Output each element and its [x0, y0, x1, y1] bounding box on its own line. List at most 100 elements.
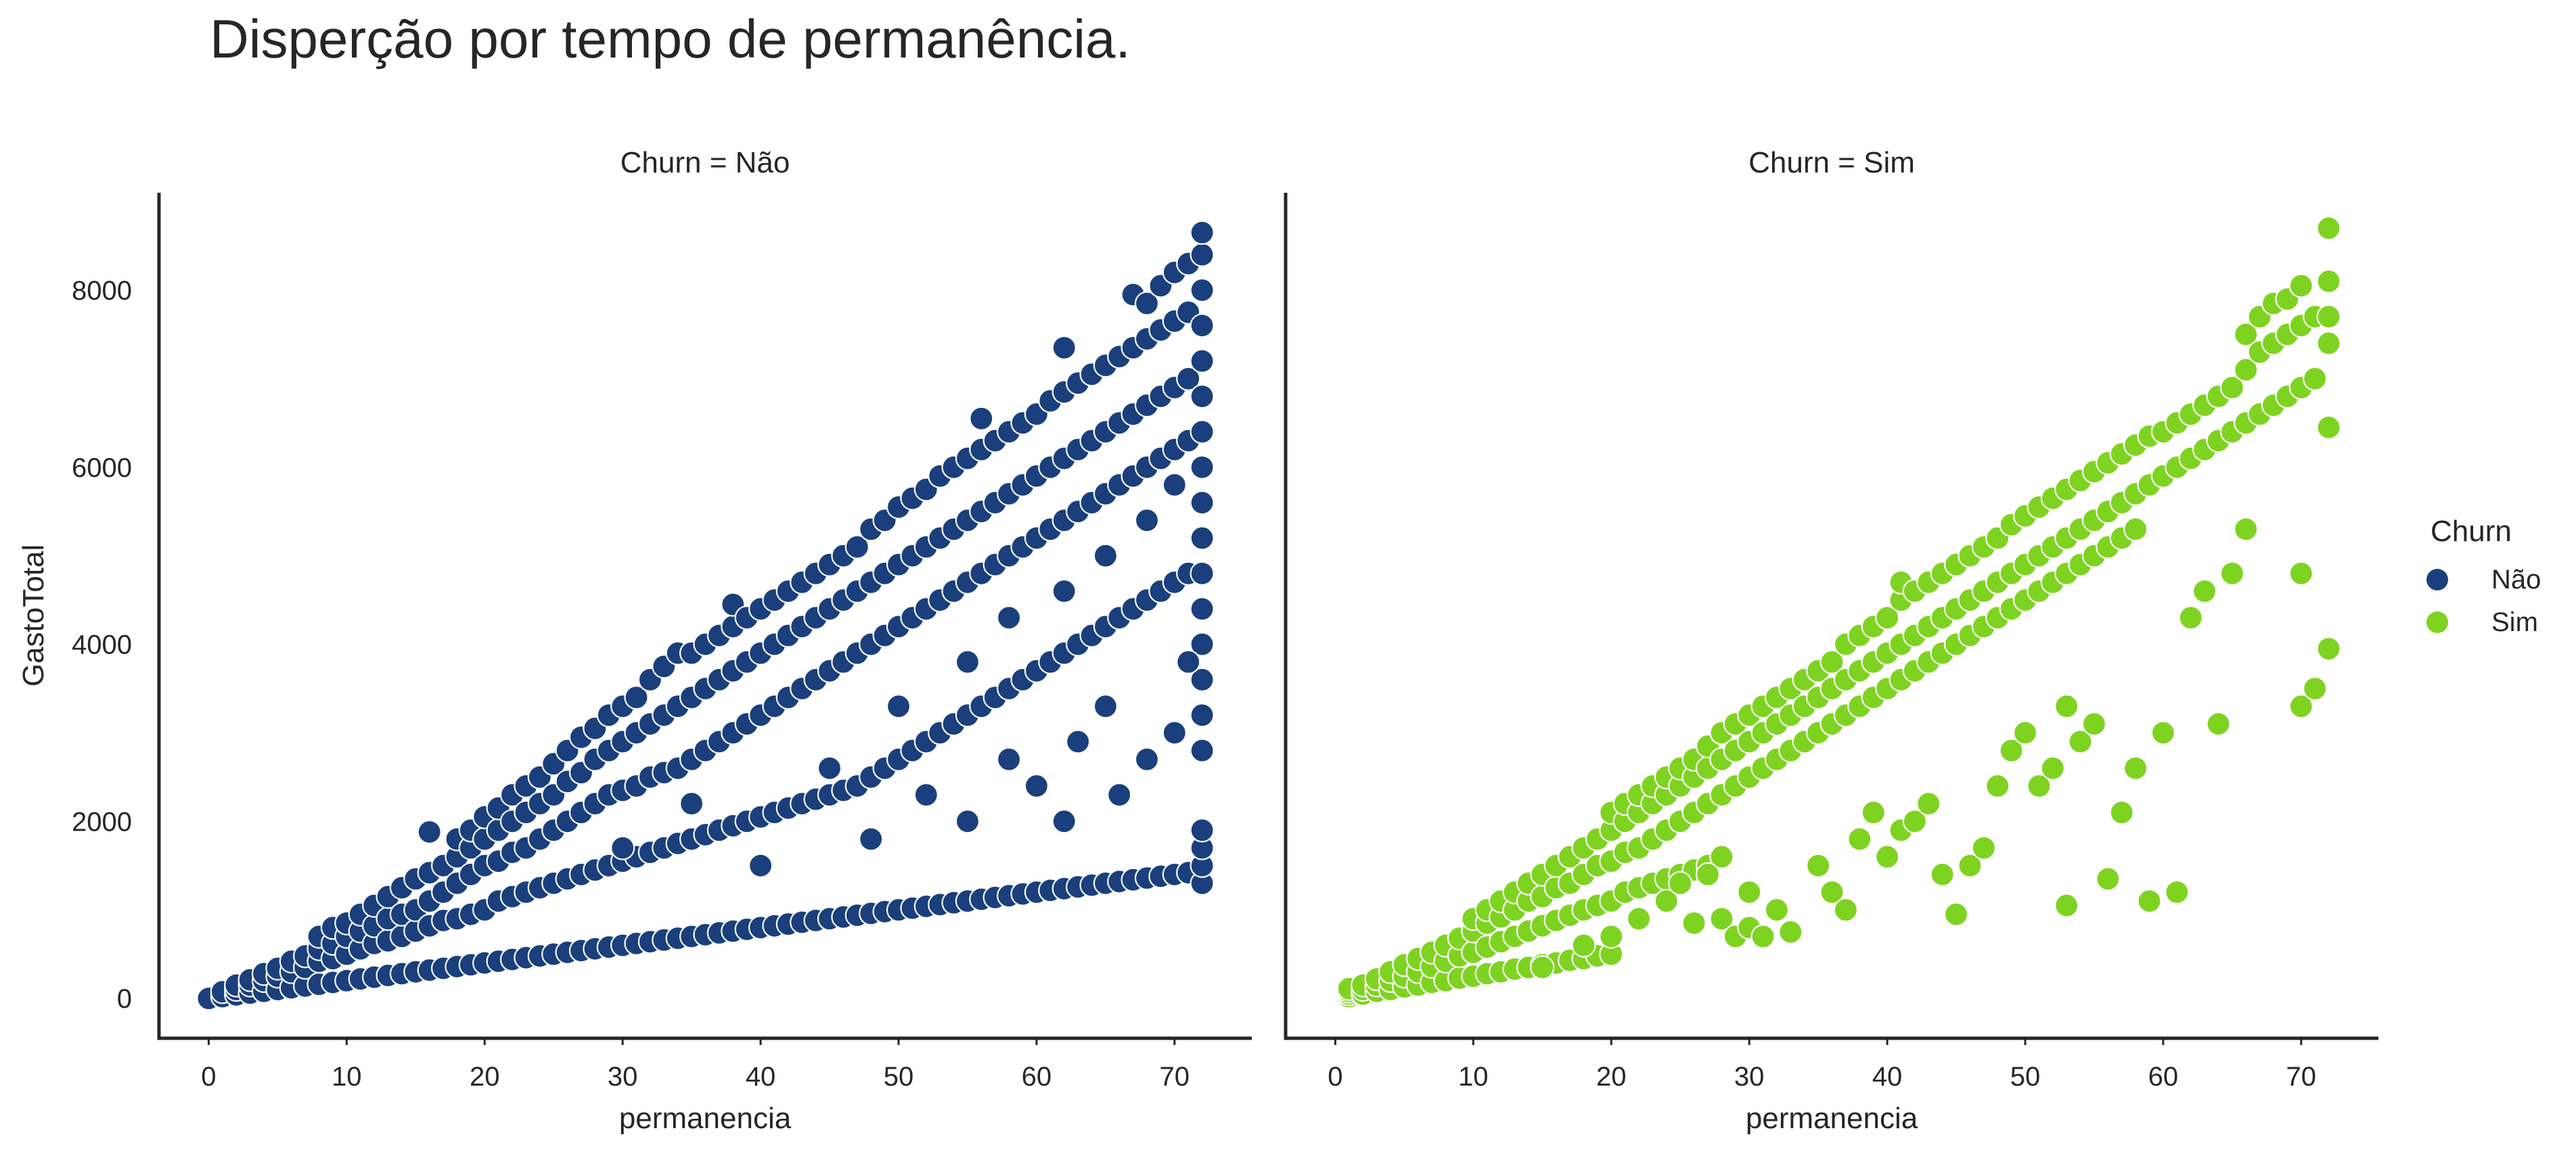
data-point: [1875, 605, 1900, 630]
data-point: [1093, 694, 1118, 719]
x-tick-label: 50: [2010, 1062, 2041, 1092]
data-point: [2234, 357, 2259, 382]
data-point: [1162, 472, 1187, 498]
x-tick-label: 30: [1734, 1062, 1765, 1092]
x-tick-label: 20: [1596, 1062, 1627, 1092]
data-point: [2234, 322, 2259, 347]
data-point: [2316, 304, 2341, 329]
data-point: [1190, 313, 1215, 338]
data-point: [1778, 919, 1803, 945]
data-point: [2219, 561, 2244, 586]
data-point: [2081, 712, 2106, 737]
data-point: [610, 835, 635, 860]
data-point: [1999, 738, 2024, 763]
facet-panel-sim: Churn = Sim 0 10 20 30 40 50 60 70 permanencia: [1284, 146, 2378, 1135]
data-point: [2316, 415, 2341, 440]
x-tick-label: 20: [470, 1062, 500, 1092]
data-point: [2054, 694, 2079, 719]
data-point: [2303, 366, 2328, 392]
data-point: [1833, 898, 1858, 923]
data-point: [1176, 649, 1201, 674]
data-point: [2096, 866, 2121, 891]
data-point: [1093, 543, 1118, 568]
data-point: [1190, 490, 1215, 515]
data-point: [1134, 747, 1160, 772]
facet-title-sim: Churn = Sim: [1748, 146, 1915, 179]
data-point: [748, 853, 773, 878]
data-point: [624, 685, 649, 710]
data-point: [1190, 818, 1215, 843]
data-point: [969, 406, 994, 431]
data-point: [2012, 720, 2038, 745]
x-tick-label: 10: [1458, 1062, 1489, 1092]
data-point: [1709, 906, 1734, 931]
facet-panel-nao: Churn = Não 0 10 20 30 40 50 60 70 0 2000 4000 600…: [17, 146, 1252, 1135]
data-point: [1190, 220, 1215, 245]
data-point: [2316, 636, 2341, 662]
x-ticks-nao: 0 10 20 30 40 50 60 70: [201, 1038, 1190, 1092]
data-point: [1902, 809, 1927, 834]
legend-label-sim: Sim: [2491, 607, 2538, 637]
data-point: [1668, 871, 1693, 896]
data-point: [955, 649, 980, 674]
x-tick-label: 40: [1872, 1062, 1903, 1092]
y-axis-label: GastoTotal: [17, 544, 50, 687]
x-tick-label: 40: [746, 1062, 776, 1092]
data-point: [1737, 879, 1762, 905]
data-point: [2206, 712, 2231, 737]
data-point: [2027, 773, 2052, 799]
data-point: [2123, 517, 2148, 542]
data-point: [1190, 667, 1215, 693]
data-point: [1065, 729, 1091, 754]
x-ticks-sim: 0 10 20 30 40 50 60 70: [1328, 1038, 2316, 1092]
data-point: [1916, 791, 1941, 816]
data-point: [1599, 924, 1624, 949]
x-tick-label: 60: [2148, 1062, 2179, 1092]
scatter-points-nao: [196, 220, 1215, 1011]
data-point: [1971, 835, 1996, 860]
data-point: [1107, 782, 1132, 808]
data-point: [1134, 291, 1160, 316]
data-point: [1930, 862, 1955, 887]
data-point: [1190, 738, 1215, 763]
data-point: [1190, 526, 1215, 551]
data-point: [1024, 773, 1049, 799]
chart-title: Disperção por tempo de permanência.: [210, 9, 1131, 69]
data-point: [1750, 924, 1776, 949]
data-point: [1626, 906, 1652, 931]
data-point: [2316, 331, 2341, 356]
data-point: [886, 694, 911, 719]
data-point: [1176, 366, 1201, 392]
data-point: [2192, 578, 2217, 604]
data-point: [1958, 853, 1983, 878]
data-point: [1861, 800, 1886, 825]
data-point: [1985, 773, 2010, 799]
data-point: [2316, 269, 2341, 294]
data-point: [2109, 800, 2134, 825]
axis-spines-right-panel: [1284, 193, 2378, 1040]
legend-marker-sim: [2426, 611, 2448, 633]
x-tick-label: 70: [1160, 1062, 1190, 1092]
data-point: [2178, 605, 2203, 630]
data-point: [1052, 809, 1077, 834]
y-tick-label: 0: [117, 984, 132, 1014]
data-point: [913, 782, 939, 808]
legend-marker-nao: [2426, 569, 2448, 590]
data-point: [996, 747, 1022, 772]
data-point: [1847, 827, 1872, 852]
data-point: [844, 534, 869, 559]
legend-title: Churn: [2431, 515, 2512, 548]
axis-spines-left-panel: [157, 193, 1252, 1040]
legend: Churn Não Sim: [2426, 515, 2541, 637]
data-point: [1134, 508, 1160, 533]
x-tick-label: 0: [1328, 1062, 1342, 1092]
data-point: [1764, 898, 1789, 923]
data-point: [2303, 676, 2328, 701]
data-point: [1190, 419, 1215, 444]
data-point: [1190, 703, 1215, 728]
x-tick-label: 70: [2286, 1062, 2317, 1092]
data-point: [1806, 853, 1831, 878]
x-axis-label-sim: permanencia: [1746, 1102, 1918, 1135]
